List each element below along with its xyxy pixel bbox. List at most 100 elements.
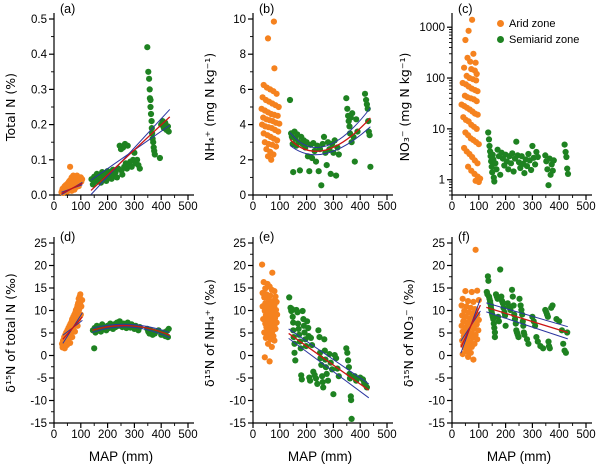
svg-text:400: 400 <box>152 201 171 213</box>
svg-text:0.3: 0.3 <box>31 84 47 96</box>
svg-text:25: 25 <box>432 238 445 250</box>
svg-text:5: 5 <box>41 328 47 340</box>
svg-text:0.0: 0.0 <box>31 190 47 202</box>
svg-text:100: 100 <box>270 201 289 213</box>
panel-b: 0 100 200 300 400 500 0 2 4 6 8 10 (b) NH₄⁺ (mg N kg⁻… <box>202 2 397 213</box>
svg-text:20: 20 <box>432 261 445 273</box>
svg-text:0.2: 0.2 <box>31 120 47 132</box>
semiarid-points-b <box>286 90 374 189</box>
svg-text:200: 200 <box>496 201 515 213</box>
axes-b <box>248 13 393 200</box>
panel-a: 0 100 200 300 400 500 0.0 0.1 0.2 0.3 0.4 0.5 (a) Tot… <box>3 2 198 213</box>
panel-tag-f: (f) <box>458 230 470 244</box>
svg-text:500: 500 <box>377 201 396 213</box>
svg-text:10: 10 <box>233 14 246 26</box>
semiarid-points-a <box>88 44 172 188</box>
svg-text:1000: 1000 <box>419 22 445 34</box>
svg-text:15: 15 <box>233 283 246 295</box>
semiarid-points-d <box>89 318 172 352</box>
svg-text:-10: -10 <box>30 396 47 408</box>
axes-d <box>49 237 194 428</box>
arid-points-c <box>458 16 484 186</box>
fit-lines-a <box>61 109 171 196</box>
svg-text:10: 10 <box>34 306 47 318</box>
x-axis-title-f: MAP (mm) <box>487 449 551 464</box>
svg-text:500: 500 <box>377 429 396 441</box>
panel-tag-c: (c) <box>458 2 473 16</box>
svg-text:0: 0 <box>250 429 256 441</box>
svg-text:0: 0 <box>41 351 47 363</box>
svg-text:100: 100 <box>426 73 445 85</box>
svg-text:-5: -5 <box>435 373 445 385</box>
svg-text:400: 400 <box>550 201 569 213</box>
svg-text:15: 15 <box>432 283 445 295</box>
svg-text:400: 400 <box>550 429 569 441</box>
legend-label-semiarid: Semiarid zone <box>509 33 580 46</box>
panel-tag-b: (b) <box>259 2 274 16</box>
legend-item-semiarid: Semiarid zone <box>497 32 579 47</box>
y-axis-title-d: δ¹⁵N of total N (‰) <box>3 273 18 392</box>
svg-text:500: 500 <box>178 429 197 441</box>
tick-labels-d: 0 100 200 300 400 500 -15 -10 -5 0 5 10 15 20 25 <box>30 238 197 441</box>
svg-text:300: 300 <box>324 429 343 441</box>
svg-text:300: 300 <box>324 201 343 213</box>
svg-text:-10: -10 <box>229 396 246 408</box>
svg-text:500: 500 <box>576 201 595 213</box>
axes-c <box>447 13 592 200</box>
x-axis-title-d: MAP (mm) <box>89 449 153 464</box>
svg-text:0.5: 0.5 <box>31 14 47 26</box>
svg-text:0.4: 0.4 <box>31 49 48 61</box>
svg-text:300: 300 <box>523 429 542 441</box>
y-axis-title-b: NH₄⁺ (mg N kg⁻¹) <box>202 53 217 161</box>
arid-points-b <box>258 18 283 163</box>
svg-text:20: 20 <box>233 261 246 273</box>
svg-text:0: 0 <box>250 201 256 213</box>
svg-text:0: 0 <box>240 190 246 202</box>
svg-text:0: 0 <box>240 351 246 363</box>
tick-labels-c: 0 100 200 300 400 500 1 10 100 1000 <box>419 22 595 213</box>
svg-text:200: 200 <box>98 429 117 441</box>
svg-text:5: 5 <box>439 328 445 340</box>
axes-e <box>248 237 393 428</box>
svg-text:0: 0 <box>449 201 455 213</box>
svg-text:0: 0 <box>51 429 57 441</box>
fit-lines-b <box>289 107 371 156</box>
svg-text:10: 10 <box>233 306 246 318</box>
axes-a <box>49 13 194 200</box>
svg-text:-10: -10 <box>428 396 445 408</box>
fit-lines-f <box>460 298 568 354</box>
svg-text:100: 100 <box>469 429 488 441</box>
svg-text:20: 20 <box>34 261 47 273</box>
svg-text:0.1: 0.1 <box>31 155 47 167</box>
semiarid-points-e <box>286 294 370 422</box>
x-axis-title-e: MAP (mm) <box>288 449 352 464</box>
svg-text:15: 15 <box>34 283 47 295</box>
y-axis-title-a: Total N (%) <box>3 73 18 142</box>
svg-text:200: 200 <box>98 201 117 213</box>
tick-labels-f: 0 100 200 300 400 500 -15 -10 -5 0 5 10 15 20 25 <box>428 238 595 441</box>
fit-lines-d <box>62 312 171 344</box>
fit-lines-e <box>288 328 370 399</box>
svg-text:-5: -5 <box>37 373 47 385</box>
tick-labels-a: 0 100 200 300 400 500 0.0 0.1 0.2 0.3 0.4 0.5 <box>31 14 198 213</box>
tick-labels-b: 0 100 200 300 400 500 0 2 4 6 8 10 <box>233 14 396 213</box>
y-axis-title-f: δ¹⁵N of NO₃⁻ (‰) <box>401 279 416 387</box>
svg-text:100: 100 <box>71 429 90 441</box>
svg-text:100: 100 <box>71 201 90 213</box>
panel-tag-e: (e) <box>259 230 274 244</box>
panel-d: 0 100 200 300 400 500 -15 -10 -5 0 5 10 15 20 25 (d) δ¹⁵… <box>3 230 198 464</box>
svg-text:-15: -15 <box>30 418 47 430</box>
svg-text:300: 300 <box>523 201 542 213</box>
svg-text:25: 25 <box>233 238 246 250</box>
svg-text:400: 400 <box>152 429 171 441</box>
svg-text:5: 5 <box>240 328 246 340</box>
svg-text:100: 100 <box>270 429 289 441</box>
semiarid-points-c <box>485 129 572 189</box>
svg-text:10: 10 <box>432 124 445 136</box>
panel-tag-d: (d) <box>60 230 75 244</box>
svg-text:8: 8 <box>240 49 246 61</box>
axes-f <box>447 237 592 428</box>
svg-text:6: 6 <box>240 84 246 96</box>
